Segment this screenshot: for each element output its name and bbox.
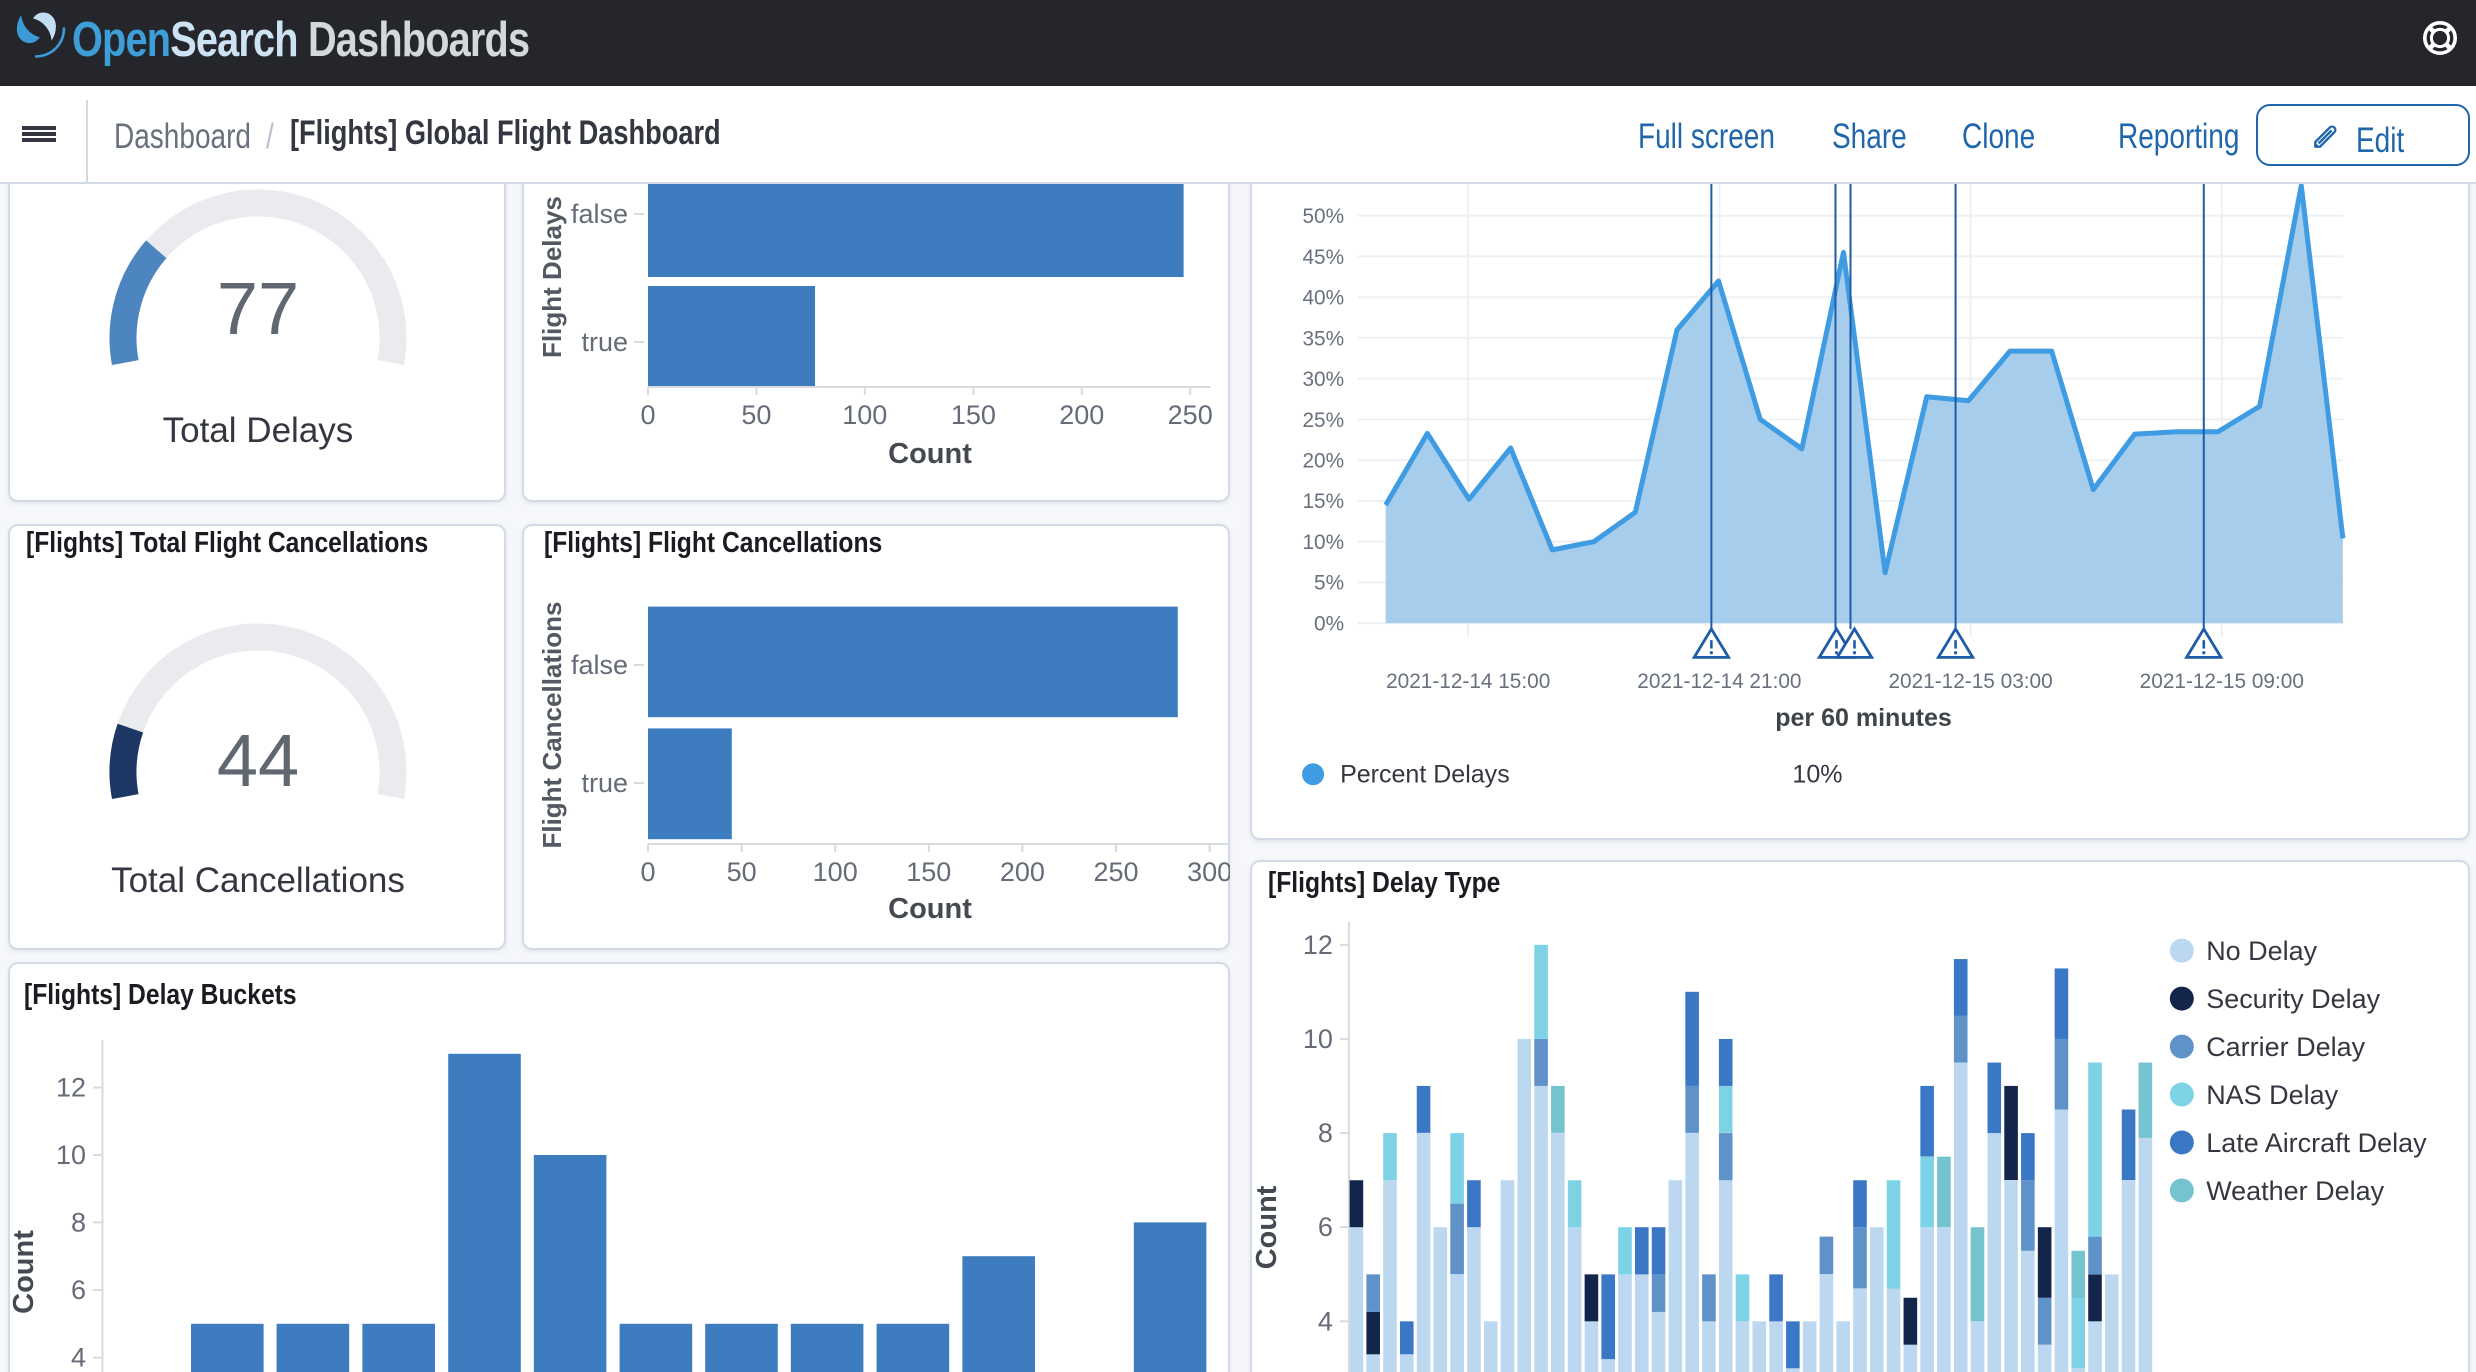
svg-text:300: 300 — [1187, 857, 1230, 887]
svg-text:100: 100 — [842, 400, 887, 430]
svg-text:Count: Count — [8, 1230, 40, 1314]
svg-text:50: 50 — [741, 400, 771, 430]
svg-text:150: 150 — [951, 400, 996, 430]
svg-text:12: 12 — [1302, 929, 1332, 959]
svg-text:true: true — [581, 327, 628, 357]
svg-text:Count: Count — [1250, 1184, 1282, 1268]
svg-text:10%: 10% — [1791, 760, 1841, 788]
svg-text:No Delay: No Delay — [2205, 935, 2316, 965]
svg-text:2021-12-15 03:00: 2021-12-15 03:00 — [1887, 670, 2051, 693]
svg-text:6: 6 — [1317, 1211, 1332, 1241]
svg-text:200: 200 — [1000, 857, 1045, 887]
svg-text:Late Aircraft Delay: Late Aircraft Delay — [2205, 1127, 2426, 1157]
svg-text:0: 0 — [640, 400, 655, 430]
svg-text:Security Delay: Security Delay — [2205, 983, 2379, 1013]
svg-text:50%: 50% — [1301, 205, 1343, 228]
svg-text:Weather Delay: Weather Delay — [2205, 1175, 2383, 1205]
svg-text:150: 150 — [906, 857, 951, 887]
svg-text:250: 250 — [1093, 857, 1138, 887]
svg-text:2021-12-14 15:00: 2021-12-14 15:00 — [1385, 670, 1549, 693]
svg-text:45%: 45% — [1301, 246, 1343, 269]
svg-text:Percent Delays: Percent Delays — [1339, 760, 1509, 788]
svg-text:35%: 35% — [1301, 327, 1343, 350]
svg-text:30%: 30% — [1301, 368, 1343, 391]
svg-text:4: 4 — [1317, 1305, 1332, 1335]
svg-text:25%: 25% — [1301, 409, 1343, 432]
svg-text:200: 200 — [1059, 400, 1104, 430]
svg-text:250: 250 — [1168, 400, 1213, 430]
svg-text:8: 8 — [71, 1208, 86, 1238]
svg-text:12: 12 — [56, 1072, 86, 1102]
svg-text:10: 10 — [1302, 1023, 1332, 1053]
svg-text:2021-12-15 09:00: 2021-12-15 09:00 — [2139, 670, 2303, 693]
svg-text:8: 8 — [1317, 1117, 1332, 1147]
svg-text:10%: 10% — [1301, 531, 1343, 554]
svg-text:10: 10 — [56, 1140, 86, 1170]
svg-text:15%: 15% — [1301, 490, 1343, 513]
svg-text:false: false — [571, 650, 628, 680]
svg-text:true: true — [581, 768, 628, 798]
svg-text:20%: 20% — [1301, 450, 1343, 473]
svg-text:Count: Count — [888, 438, 972, 470]
svg-text:0: 0 — [640, 857, 655, 887]
svg-text:40%: 40% — [1301, 287, 1343, 310]
svg-text:per 60 minutes: per 60 minutes — [1774, 704, 1951, 732]
svg-text:false: false — [571, 199, 628, 229]
svg-text:Carrier Delay: Carrier Delay — [2205, 1031, 2364, 1061]
svg-text:0%: 0% — [1313, 613, 1343, 636]
svg-text:Count: Count — [888, 893, 972, 925]
svg-text:100: 100 — [813, 857, 858, 887]
svg-text:2021-12-14 21:00: 2021-12-14 21:00 — [1636, 670, 1800, 693]
svg-text:6: 6 — [71, 1275, 86, 1305]
svg-text:5%: 5% — [1313, 572, 1343, 595]
svg-text:50: 50 — [727, 857, 757, 887]
svg-text:NAS Delay: NAS Delay — [2205, 1079, 2337, 1109]
svg-text:4: 4 — [71, 1342, 86, 1372]
